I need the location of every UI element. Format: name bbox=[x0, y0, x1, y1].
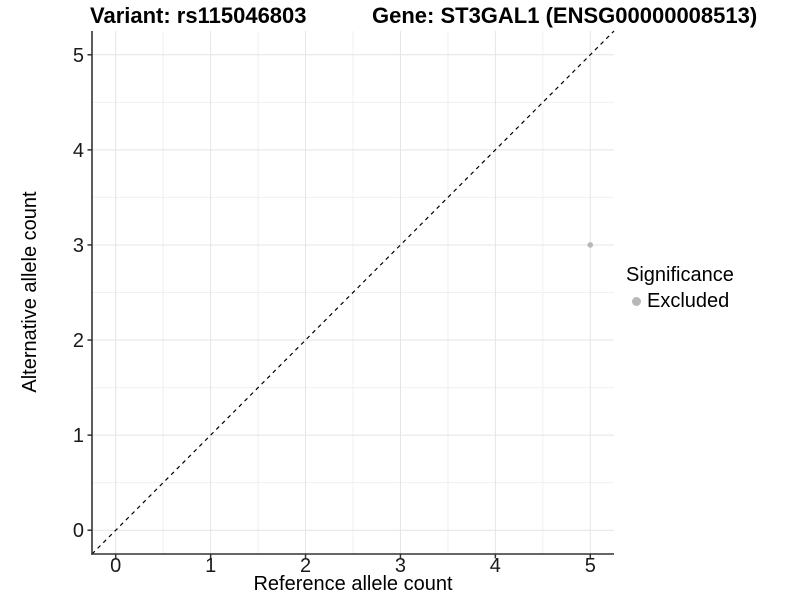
x-tick-label: 4 bbox=[490, 555, 501, 577]
x-tick-label: 1 bbox=[205, 555, 216, 577]
y-tick-label: 1 bbox=[73, 425, 84, 447]
plot-title-variant: Variant: rs115046803 bbox=[90, 3, 307, 28]
y-axis-title: Alternative allele count bbox=[19, 191, 41, 393]
y-tick-label: 2 bbox=[73, 330, 84, 352]
legend-title: Significance bbox=[626, 264, 734, 286]
x-tick-label: 0 bbox=[110, 555, 121, 577]
data-point bbox=[587, 242, 594, 248]
x-axis-title: Reference allele count bbox=[253, 573, 453, 595]
y-tick-label: 4 bbox=[73, 140, 84, 162]
identity-reference-line bbox=[91, 30, 615, 555]
x-tick-label: 2 bbox=[300, 555, 311, 577]
legend-item: Excluded bbox=[626, 290, 734, 312]
y-tick-label: 5 bbox=[73, 45, 84, 67]
y-tick-label: 0 bbox=[73, 520, 84, 542]
legend: Significance Excluded bbox=[626, 264, 734, 312]
x-tick-label: 3 bbox=[395, 555, 406, 577]
legend-point-icon bbox=[632, 296, 641, 306]
x-tick-label: 5 bbox=[585, 555, 596, 577]
y-tick-label: 3 bbox=[73, 235, 84, 257]
legend-item-label: Excluded bbox=[647, 289, 730, 312]
plot-title-gene: Gene: ST3GAL1 (ENSG00000008513) bbox=[372, 3, 758, 28]
